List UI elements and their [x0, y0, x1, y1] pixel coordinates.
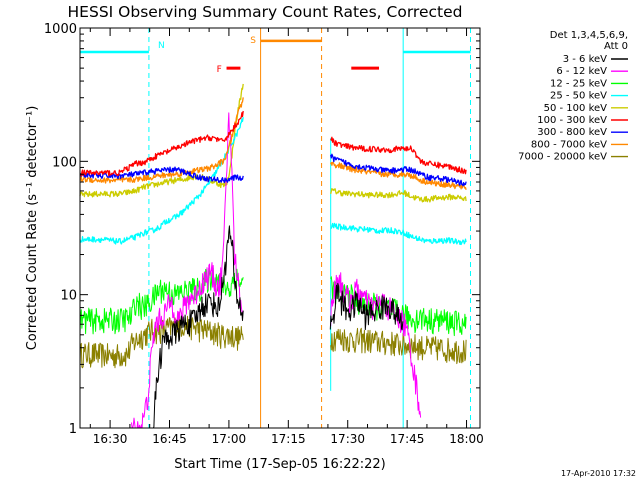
- saa-label: S: [250, 36, 256, 46]
- legend-entry-label: 3 - 6 keV: [563, 54, 607, 65]
- y-tick-label: 1000: [44, 22, 77, 37]
- legend-header-line: Att 0: [604, 41, 628, 52]
- series-6-segment-2: [330, 136, 467, 175]
- chart-title: HESSI Observing Summary Count Rates, Cor…: [68, 3, 463, 21]
- legend-entry-label: 7000 - 20000 keV: [518, 152, 607, 163]
- x-tick-label: 17:30: [330, 432, 365, 446]
- series-8-segment-1: [79, 97, 244, 184]
- legend-entry-label: 50 - 100 keV: [544, 103, 608, 114]
- y-axis-label: Corrected Count Rate (s⁻¹ detector⁻¹): [25, 106, 40, 351]
- series-2-segment-1: [131, 112, 244, 429]
- legend-entry-label: 100 - 300 keV: [537, 115, 607, 126]
- flare-label: F: [217, 65, 222, 75]
- series-6: [79, 110, 467, 177]
- series-4-segment-1: [79, 116, 244, 245]
- x-tick-label: 17:00: [212, 432, 247, 446]
- series-6-segment-1: [79, 110, 244, 177]
- axes-layer: 16:30 16:45 17:00 17:15 17:30 17:45 18:00 1 10 10…: [44, 22, 484, 446]
- series-8-segment-2: [330, 161, 467, 190]
- x-tick-label: 16:45: [152, 432, 187, 446]
- x-tick-label: 16:30: [93, 432, 128, 446]
- plot-frame: [79, 27, 481, 429]
- series-layer: [79, 83, 467, 429]
- legend-entry-label: 6 - 12 keV: [556, 66, 607, 77]
- series-8: [79, 97, 467, 190]
- series-9-segment-2: [330, 327, 467, 365]
- series-1-segment-1: [152, 225, 244, 429]
- series-7-segment-2: [330, 153, 467, 187]
- annotation-layer: N S F: [80, 28, 471, 428]
- x-tick-label: 18:00: [449, 432, 484, 446]
- series-1-segment-2: [329, 282, 404, 331]
- series-1: [152, 225, 404, 429]
- footer-timestamp: 17-Apr-2010 17:32: [561, 469, 636, 478]
- x-tick-label: 17:15: [271, 432, 306, 446]
- series-4: [79, 116, 467, 246]
- series-3-segment-1: [79, 267, 244, 335]
- legend-header-line: Det 1,3,4,5,6,9,: [550, 30, 628, 41]
- y-tick-label: 10: [60, 289, 77, 304]
- night-label: N: [158, 41, 165, 51]
- x-axis-label: Start Time (17-Sep-05 16:22:22): [174, 457, 385, 472]
- series-4-segment-2: [330, 222, 467, 246]
- series-5-segment-2: [330, 187, 467, 203]
- series-2-segment-2: [330, 272, 422, 418]
- series-2: [131, 112, 422, 429]
- series-7: [79, 153, 467, 187]
- y-tick-label: 1: [69, 422, 77, 437]
- legend-entry-label: 12 - 25 keV: [550, 78, 607, 89]
- x-tick-label: 17:45: [390, 432, 425, 446]
- y-tick-label: 100: [52, 155, 77, 170]
- legend-entry-label: 25 - 50 keV: [550, 91, 607, 102]
- legend-entry-label: 300 - 800 keV: [537, 127, 607, 138]
- legend-entry-label: 800 - 7000 keV: [531, 139, 607, 150]
- series-7-segment-1: [79, 166, 244, 184]
